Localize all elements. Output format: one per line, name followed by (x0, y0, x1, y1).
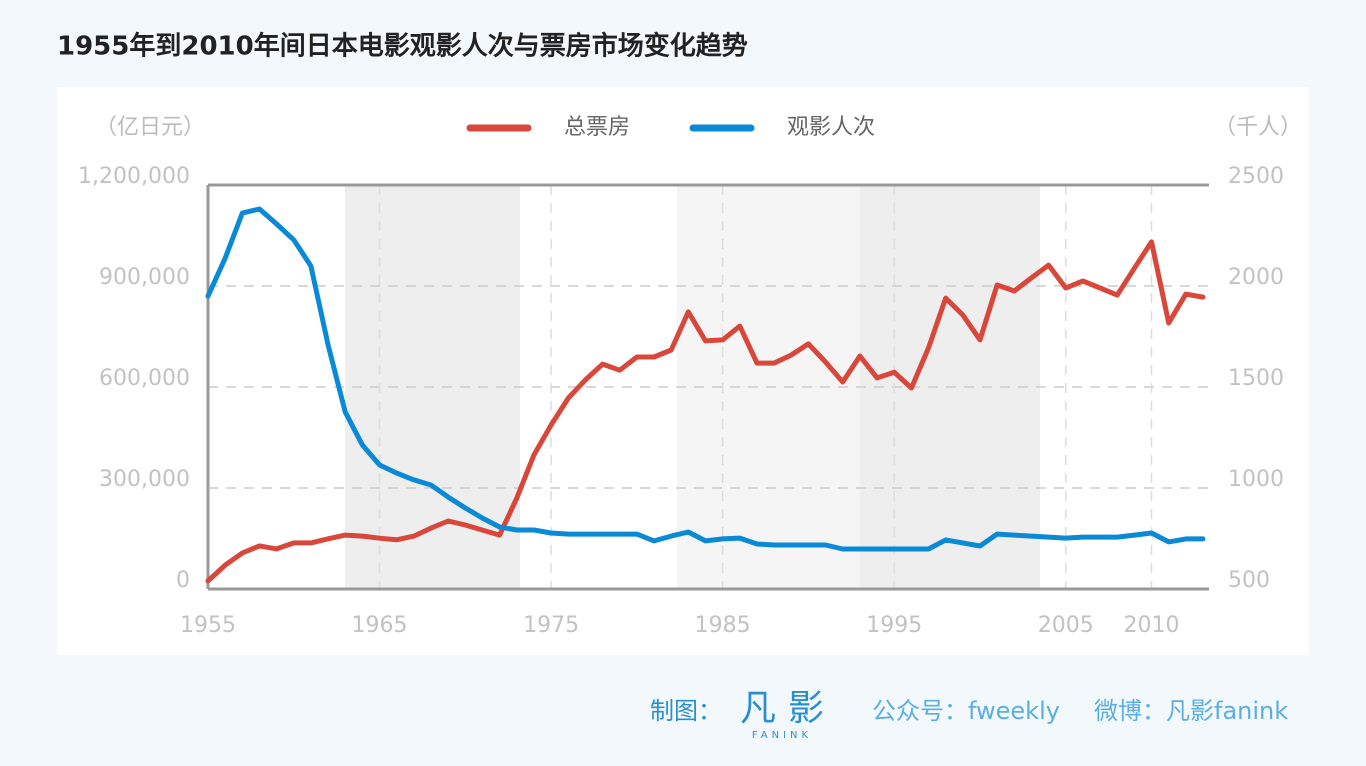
x-tick-label: 1955 (180, 613, 236, 638)
series-line (205, 206, 1206, 552)
y2-tick-label: 2500 (1228, 164, 1284, 189)
y2-tick-label: 1000 (1228, 467, 1284, 492)
wechat: 公众号：fweekly (872, 697, 1060, 725)
legend: 总票房 观影人次 (466, 115, 875, 140)
legend-label: 观影人次 (787, 115, 875, 140)
legend-label: 总票房 (564, 115, 630, 140)
x-tick-label: 1985 (695, 613, 751, 638)
logo-sub: FANINK (752, 730, 812, 741)
series-line (205, 239, 1206, 584)
y-tick-label: 900,000 (99, 265, 190, 290)
plot (205, 206, 1206, 584)
y-tick-label: 300,000 (99, 467, 190, 492)
x-tick-label: 2005 (1038, 613, 1094, 638)
x-tick-label: 1995 (866, 613, 922, 638)
y2-tick-label: 1500 (1228, 366, 1284, 391)
chart-title: 1955年到2010年间日本电影观影人次与票房市场变化趋势 (57, 31, 748, 62)
y-tick-label: 600,000 (99, 366, 190, 391)
y-axis-label: （亿日元） (95, 115, 205, 140)
y-tick-label: 1,200,000 (78, 164, 190, 189)
y-tick-label: 0 (176, 568, 190, 593)
credit: 制图： (650, 697, 722, 725)
y2-tick-label: 500 (1228, 568, 1270, 593)
x-tick-label: 1975 (523, 613, 579, 638)
x-tick-label: 2010 (1124, 613, 1180, 638)
weibo: 微博：凡影fanink (1094, 697, 1288, 725)
x-tick-label: 1965 (352, 613, 408, 638)
y2-tick-label: 2000 (1228, 265, 1284, 290)
y2-axis-label: （千人） (1214, 115, 1302, 140)
logo: 凡影 (740, 688, 824, 729)
